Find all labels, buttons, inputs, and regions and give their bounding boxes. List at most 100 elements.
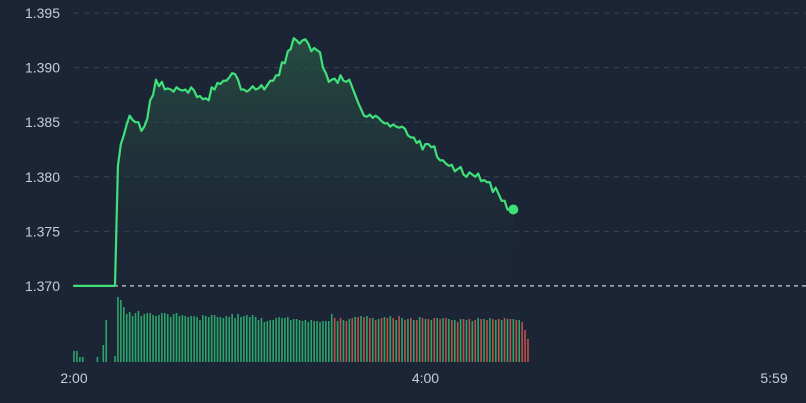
volume-bar bbox=[512, 319, 515, 362]
volume-bar bbox=[152, 315, 154, 362]
volume-bar bbox=[175, 313, 178, 362]
volume-bar bbox=[439, 319, 441, 362]
volume-bar bbox=[73, 351, 75, 362]
volume-bar bbox=[137, 311, 140, 362]
volume-bar bbox=[313, 321, 315, 362]
volume-bar bbox=[166, 314, 169, 362]
volume-bar bbox=[468, 319, 471, 362]
volume-bar bbox=[231, 314, 233, 362]
volume-bar bbox=[246, 315, 248, 362]
volume-bar bbox=[433, 318, 436, 362]
volume-bar bbox=[237, 314, 239, 362]
volume-bars bbox=[73, 297, 529, 362]
volume-bar bbox=[518, 320, 520, 362]
volume-bar bbox=[462, 319, 465, 362]
volume-bar bbox=[494, 320, 497, 362]
last-price-dot bbox=[508, 204, 519, 215]
volume-bar bbox=[345, 321, 348, 362]
volume-bar bbox=[76, 351, 78, 362]
volume-bar bbox=[102, 345, 105, 362]
volume-bar bbox=[81, 357, 84, 362]
volume-bar bbox=[114, 356, 116, 362]
volume-bar bbox=[304, 320, 307, 362]
volume-bar bbox=[207, 317, 210, 362]
volume-bar bbox=[234, 318, 236, 362]
volume-bar bbox=[196, 317, 198, 362]
volume-bar bbox=[483, 319, 485, 362]
y-tick-label: 1.375 bbox=[25, 223, 60, 239]
volume-bar bbox=[474, 320, 477, 362]
y-tick-label: 1.370 bbox=[25, 278, 60, 294]
volume-bar bbox=[193, 316, 195, 362]
volume-bar bbox=[477, 318, 479, 362]
volume-bar bbox=[486, 320, 488, 362]
volume-bar bbox=[412, 320, 415, 362]
y-tick-label: 1.395 bbox=[25, 5, 60, 21]
volume-bar bbox=[369, 318, 371, 362]
volume-bar bbox=[316, 321, 318, 362]
volume-bar bbox=[333, 318, 336, 362]
volume-bar bbox=[480, 319, 482, 362]
volume-bar bbox=[430, 320, 433, 362]
volume-bar bbox=[459, 319, 462, 362]
volume-bar bbox=[266, 321, 269, 362]
y-tick-label: 1.390 bbox=[25, 60, 60, 76]
volume-bar bbox=[184, 316, 187, 362]
volume-bar bbox=[328, 321, 330, 362]
volume-bar bbox=[243, 316, 245, 362]
volume-bar bbox=[254, 317, 257, 362]
volume-bar bbox=[163, 313, 166, 362]
volume-bar bbox=[451, 320, 453, 362]
volume-bar bbox=[363, 317, 365, 362]
volume-bar bbox=[497, 319, 500, 362]
volume-bar bbox=[134, 313, 137, 362]
volume-bar bbox=[272, 320, 274, 362]
volume-bar bbox=[105, 320, 108, 362]
volume-bar bbox=[307, 322, 310, 362]
volume-bar bbox=[386, 318, 389, 362]
volume-bar bbox=[442, 318, 444, 362]
volume-bar bbox=[489, 318, 491, 362]
volume-bar bbox=[122, 307, 125, 362]
volume-bar bbox=[392, 318, 395, 362]
volume-bar bbox=[205, 316, 207, 362]
volume-bar bbox=[471, 321, 474, 362]
volume-bar bbox=[79, 357, 81, 362]
volume-bar bbox=[445, 318, 447, 362]
volume-bar bbox=[351, 318, 354, 362]
volume-bar bbox=[407, 319, 409, 362]
volume-bar bbox=[128, 312, 131, 362]
volume-bar bbox=[172, 314, 175, 362]
volume-bar bbox=[275, 318, 277, 362]
volume-bar bbox=[366, 316, 368, 362]
volume-bar bbox=[225, 316, 228, 362]
volume-bar bbox=[181, 315, 184, 362]
volume-bar bbox=[187, 317, 190, 362]
volume-bar bbox=[380, 318, 383, 362]
x-tick-label: 4:00 bbox=[412, 370, 439, 386]
volume-bar bbox=[213, 315, 216, 362]
volume-bar bbox=[146, 313, 149, 362]
volume-bar bbox=[169, 317, 172, 362]
volume-bar bbox=[524, 330, 526, 362]
volume-bar bbox=[251, 315, 254, 362]
volume-bar bbox=[269, 320, 272, 362]
volume-bar bbox=[240, 317, 242, 362]
volume-bar bbox=[117, 297, 119, 362]
volume-bar bbox=[199, 320, 201, 362]
volume-bar bbox=[125, 314, 128, 362]
volume-bar bbox=[410, 318, 412, 362]
volume-bar bbox=[158, 315, 160, 362]
volume-bar bbox=[301, 321, 304, 362]
volume-bar bbox=[222, 318, 225, 362]
volume-bar bbox=[228, 317, 231, 362]
volume-bar bbox=[377, 319, 380, 362]
volume-bar bbox=[281, 318, 283, 362]
volume-bar bbox=[143, 314, 146, 362]
x-tick-label: 2:00 bbox=[60, 370, 87, 386]
price-line bbox=[72, 37, 515, 287]
x-tick-label: 5:59 bbox=[760, 370, 787, 386]
volume-bar bbox=[401, 318, 403, 362]
